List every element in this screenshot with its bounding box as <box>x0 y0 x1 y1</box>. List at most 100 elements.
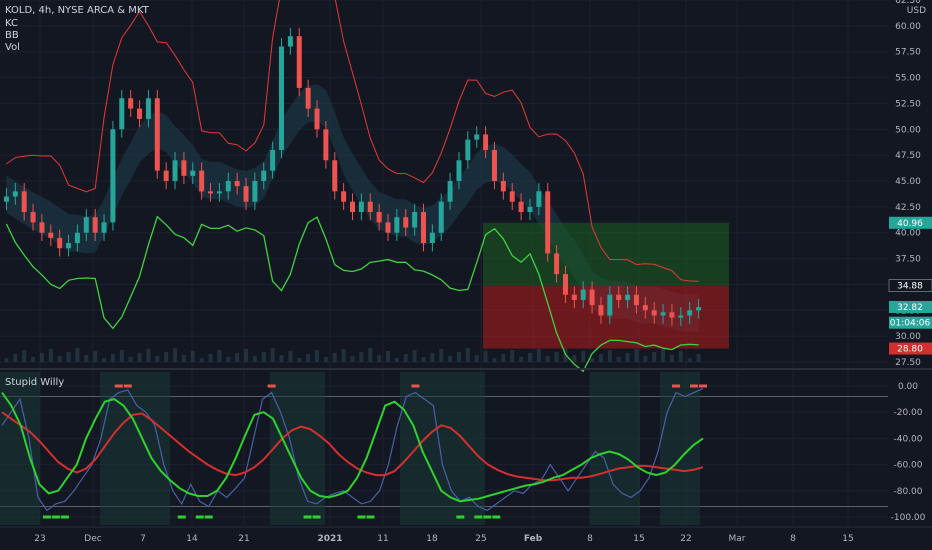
volume-bar <box>616 357 621 362</box>
candle <box>598 305 604 316</box>
candle <box>128 98 134 109</box>
candle <box>358 201 364 213</box>
candle <box>30 212 36 223</box>
volume-bar <box>510 350 515 362</box>
time-axis[interactable]: 23 Dec 7 14 21 2021 11 18 25 Feb 8 15 22 Mar 8 15 <box>0 526 932 544</box>
time-tick: 8 <box>587 534 593 544</box>
candle <box>376 212 382 223</box>
signal-band <box>270 372 325 525</box>
candle <box>633 294 639 306</box>
indicator-title[interactable]: Stupid Willy <box>5 377 65 388</box>
indicator-tick: -20.00 <box>893 408 922 418</box>
oversold-marker <box>366 515 375 519</box>
overbought-marker <box>672 384 681 388</box>
volume-bar <box>119 350 124 362</box>
volume-bar <box>341 349 346 362</box>
indicator-axis[interactable]: 0.00 -20.00 -40.00 -60.00 -80.00 -100.00 <box>891 382 926 523</box>
candle <box>589 289 595 306</box>
volume-bar <box>527 353 532 362</box>
volume-bar <box>4 358 9 362</box>
legend-bb[interactable]: BB <box>5 30 19 41</box>
kc-fill <box>6 84 699 332</box>
volume-bar <box>199 358 204 362</box>
volume-bar <box>519 357 524 362</box>
candle <box>394 217 400 233</box>
candle <box>607 294 613 316</box>
candle <box>208 191 214 194</box>
volume-bar <box>634 349 639 362</box>
oversold-marker <box>357 515 366 519</box>
price-tick: 50.00 <box>895 125 921 135</box>
volume-bar <box>235 353 240 362</box>
candle <box>367 201 373 213</box>
volume-bar <box>696 354 701 362</box>
volume-bar <box>536 349 541 362</box>
candle <box>66 243 72 249</box>
currency-label: USD <box>906 6 926 16</box>
candle <box>190 170 196 176</box>
volume-bar <box>572 355 577 362</box>
candle <box>252 181 258 202</box>
volume-bar <box>146 349 151 362</box>
overbought-marker <box>411 384 420 388</box>
price-tick: 60.00 <box>895 22 921 32</box>
fast-ma-line <box>1 392 704 503</box>
candle <box>3 196 9 202</box>
candle <box>287 36 293 47</box>
slow-ma-line <box>1 411 704 482</box>
candle <box>545 191 551 254</box>
volume-bar <box>164 352 169 362</box>
candle <box>500 181 506 192</box>
volume-bar <box>84 355 89 362</box>
volume-bar <box>483 351 488 362</box>
target-label-box <box>889 216 932 229</box>
oversold-marker <box>42 515 51 519</box>
time-tick: 15 <box>842 534 853 544</box>
symbol-legend[interactable]: KOLD, 4h, NYSE ARCA & MKT <box>5 5 149 16</box>
time-tick: Dec <box>84 534 101 544</box>
candle <box>145 98 151 119</box>
oversold-marker <box>60 515 69 519</box>
candle <box>39 222 45 233</box>
price-tick: 47.50 <box>895 151 921 161</box>
legend-vol[interactable]: Vol <box>5 42 20 53</box>
indicator-tick: -60.00 <box>893 461 922 471</box>
volume-bar <box>315 350 320 362</box>
volume-bar <box>350 356 355 362</box>
time-tick: 2021 <box>317 534 342 544</box>
candle <box>669 312 675 318</box>
volume-bar <box>102 358 107 362</box>
candle <box>314 108 320 130</box>
candle <box>74 232 80 244</box>
price-tick: 30.00 <box>895 332 921 342</box>
volume-bar <box>359 352 364 362</box>
candle <box>642 305 648 311</box>
candle <box>403 217 409 228</box>
volume-bar <box>377 355 382 362</box>
legend-kc[interactable]: KC <box>5 18 18 29</box>
oversold-marker <box>204 515 213 519</box>
volume-bar <box>190 351 195 362</box>
long-position-tool[interactable] <box>483 222 729 349</box>
volume-bar <box>625 353 630 362</box>
candle <box>119 98 125 130</box>
volume-bar <box>368 348 373 362</box>
bb-upper <box>6 0 699 282</box>
price-tick: 40.00 <box>895 229 921 239</box>
volume-bar <box>137 353 142 362</box>
candle <box>279 46 285 150</box>
oversold-marker <box>177 515 186 519</box>
volume-bar <box>439 349 444 362</box>
price-tick: 52.50 <box>895 99 921 109</box>
candle <box>625 294 631 300</box>
time-tick: 21 <box>238 534 249 544</box>
volume-bar <box>448 356 453 362</box>
candle <box>687 310 693 316</box>
signal-band <box>590 372 640 525</box>
candle <box>536 191 542 207</box>
last-label-box <box>889 300 932 313</box>
indicator-tick: -100.00 <box>891 513 926 523</box>
oversold-marker <box>483 515 492 519</box>
wr-line <box>1 388 704 512</box>
